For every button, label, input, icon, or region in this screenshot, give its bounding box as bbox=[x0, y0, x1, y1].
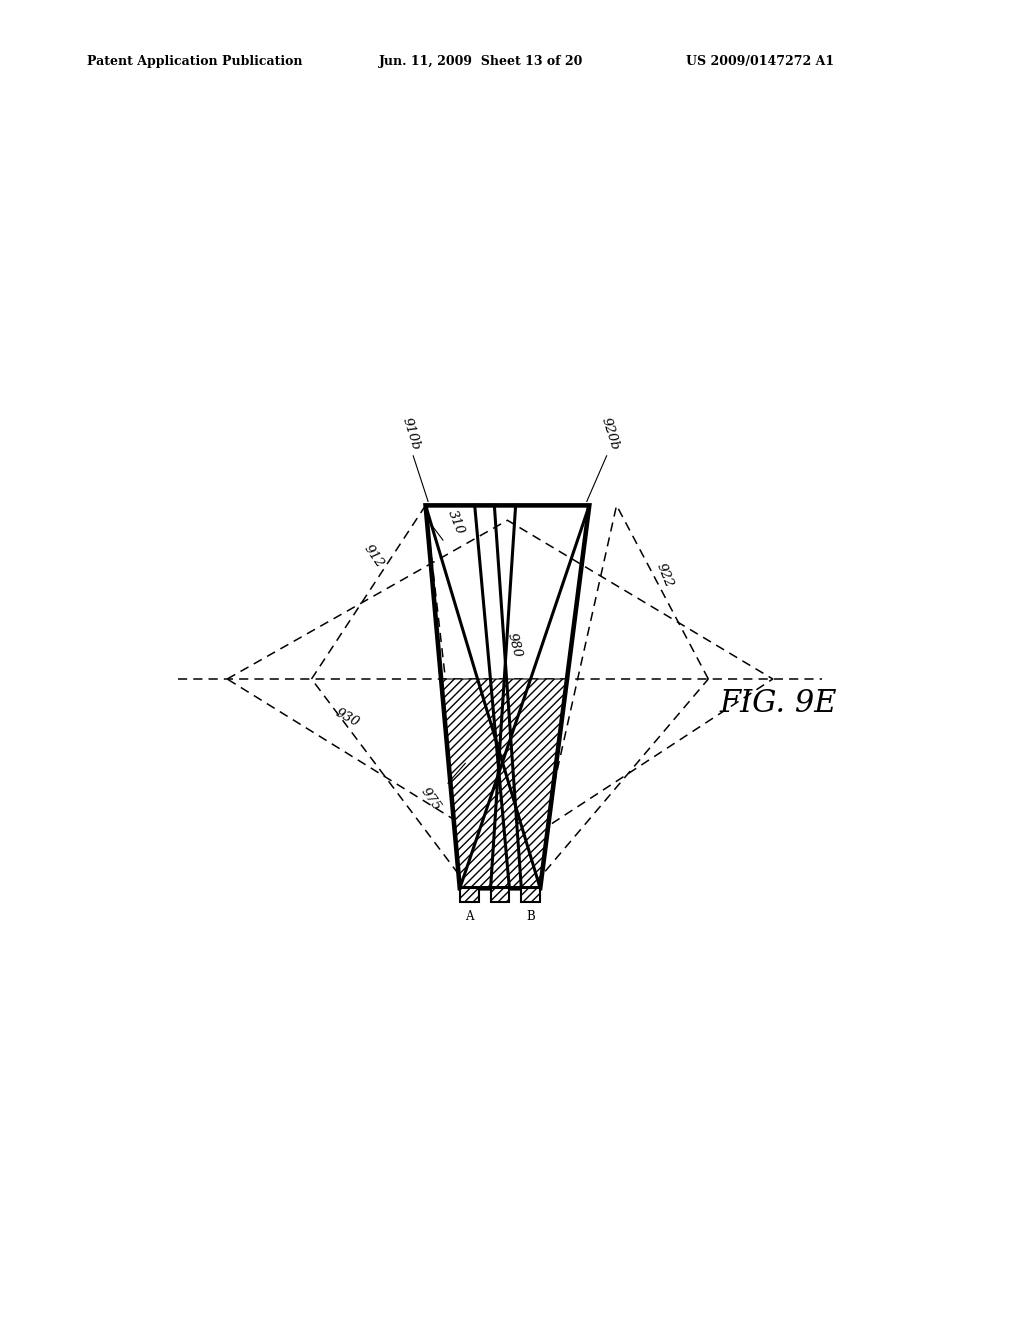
Text: 310: 310 bbox=[445, 508, 467, 536]
Text: 910b: 910b bbox=[399, 416, 422, 453]
Text: 920b: 920b bbox=[599, 416, 622, 453]
Text: 975: 975 bbox=[418, 785, 443, 813]
Bar bbox=[490, 888, 509, 902]
Text: 922: 922 bbox=[653, 561, 675, 590]
Text: B: B bbox=[526, 909, 536, 923]
Polygon shape bbox=[441, 678, 567, 888]
Text: Patent Application Publication: Patent Application Publication bbox=[87, 55, 302, 69]
Text: 912: 912 bbox=[361, 541, 386, 570]
Text: 930: 930 bbox=[333, 706, 361, 730]
Bar bbox=[460, 888, 478, 902]
Text: 980: 980 bbox=[505, 631, 524, 659]
Text: Jun. 11, 2009  Sheet 13 of 20: Jun. 11, 2009 Sheet 13 of 20 bbox=[379, 55, 584, 69]
Text: US 2009/0147272 A1: US 2009/0147272 A1 bbox=[686, 55, 835, 69]
Text: FIG. 9E: FIG. 9E bbox=[720, 688, 838, 719]
Bar bbox=[521, 888, 541, 902]
Text: A: A bbox=[465, 909, 473, 923]
